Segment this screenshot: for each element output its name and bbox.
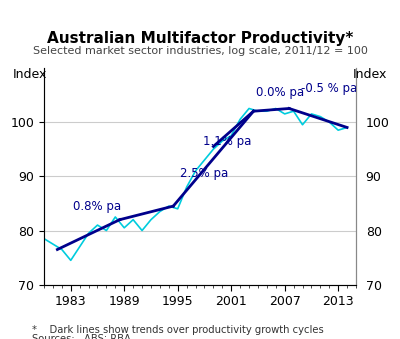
Text: Selected market sector industries, log scale, 2011/12 = 100: Selected market sector industries, log s…	[32, 46, 368, 56]
Text: Sources:   ABS; RBA: Sources: ABS; RBA	[32, 334, 131, 339]
Text: Index: Index	[353, 68, 387, 81]
Text: 0.8% pa: 0.8% pa	[72, 200, 121, 213]
Text: Index: Index	[13, 68, 47, 81]
Text: *    Dark lines show trends over productivity growth cycles: * Dark lines show trends over productivi…	[32, 325, 324, 335]
Text: -0.5 % pa: -0.5 % pa	[301, 82, 357, 95]
Title: Australian Multifactor Productivity*: Australian Multifactor Productivity*	[47, 31, 353, 46]
Text: 2.5% pa: 2.5% pa	[180, 167, 229, 180]
Text: 0.0% pa: 0.0% pa	[256, 86, 304, 99]
Text: 1.1% pa: 1.1% pa	[203, 135, 251, 147]
